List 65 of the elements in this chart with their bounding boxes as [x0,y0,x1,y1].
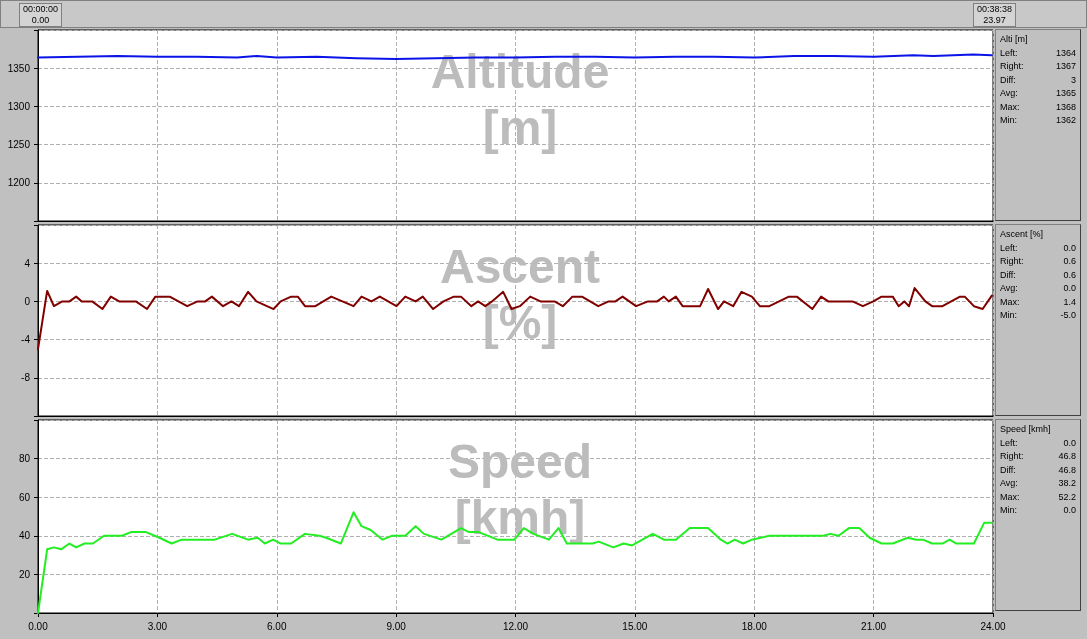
text: Max: [1000,295,1020,309]
x-tick-label: 6.00 [267,620,287,632]
text: Left: [1000,241,1018,255]
text: 52.2 [1058,490,1076,504]
y-tick-label: 1350 [7,62,31,74]
x-tick-label: 18.00 [741,620,768,632]
text: Right: [1000,450,1024,463]
text: 1364 [1055,46,1076,60]
y-tick-label: 1300 [7,100,31,112]
text: 1365 [1055,87,1076,100]
text: Ascent [%] [1000,228,1044,241]
x-tick-label: 15.00 [622,620,648,632]
text: Right: [1000,255,1024,268]
text: 1.4 [1063,295,1076,309]
x-tick-label: 24.00 [980,620,1006,632]
y-tick-label: 1250 [7,139,31,151]
text: 0.00 [30,15,51,26]
text: Max: [1000,490,1020,504]
y-tick-label: -8 [21,372,31,384]
text: Diff: [1000,268,1016,282]
x-tick-label: 3.00 [147,620,168,632]
text: Avg: [1000,87,1018,100]
text: Max: [1000,100,1020,114]
text: 46.8 [1058,450,1076,463]
y-tick-label: 60 [18,491,31,503]
text: Min: [1000,504,1018,517]
text: -5.0 [1060,309,1076,322]
text: 0.6 [1063,255,1076,268]
x-tick-label: 9.00 [386,620,407,632]
line-series [37,287,993,351]
text: 3 [1070,73,1076,87]
y-tick-label: 4 [24,257,31,269]
text: Avg: [1000,477,1018,490]
text: Speed [kmh] [1000,423,1051,436]
text: Left: [1000,46,1018,60]
text: 38.2 [1058,477,1076,490]
text: 23.97 [982,15,1007,26]
text: 1367 [1055,60,1076,73]
y-tick-label: 80 [18,453,31,465]
text: Right: [1000,60,1024,73]
text: Avg: [1000,282,1018,295]
text: 0.0 [1063,282,1076,295]
text: 00:00:00 [23,4,59,15]
text: Min: [1000,114,1018,127]
text: Left: [1000,436,1018,450]
text: 1362 [1055,114,1076,127]
text: 0.6 [1063,268,1076,282]
text: 00:38:38 [977,4,1013,15]
text: 0.0 [1063,436,1076,450]
y-tick-label: 40 [18,530,31,542]
text: Diff: [1000,73,1016,87]
text: Min: [1000,309,1018,322]
y-tick-label: 20 [18,568,31,580]
text: 46.8 [1058,463,1076,477]
y-tick-label: 0 [24,295,31,307]
y-tick-label: 1200 [7,177,31,189]
text: 1368 [1055,100,1076,114]
x-tick-label: 21.00 [861,620,887,632]
text: 0.0 [1063,241,1076,255]
x-tick-label: 12.00 [502,620,529,632]
text: Alti [m] [1000,33,1028,46]
text: Diff: [1000,463,1016,477]
y-tick-label: -4 [21,334,31,346]
x-tick-label: 0.00 [28,620,49,632]
text: 0.0 [1063,504,1076,517]
